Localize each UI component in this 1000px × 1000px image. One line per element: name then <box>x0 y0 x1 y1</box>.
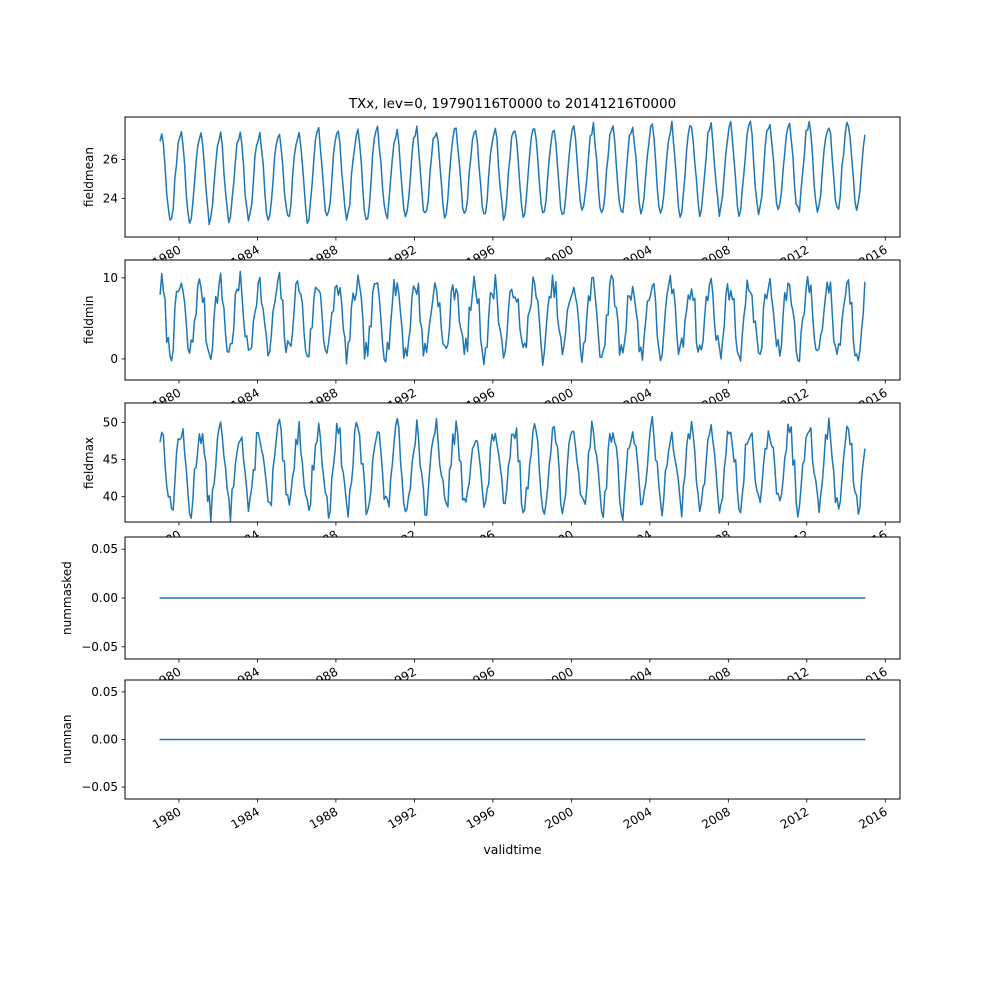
y-tick-label: 0.00 <box>91 733 118 747</box>
y-tick-label: 0.05 <box>91 542 118 556</box>
x-tick-label: 2004 <box>621 804 654 831</box>
y-tick-label: 50 <box>103 415 118 429</box>
y-tick-label: 26 <box>103 153 118 167</box>
axes-frame <box>124 259 901 381</box>
x-tick-label: 2000 <box>542 804 575 831</box>
y-tick-label: 0.00 <box>91 591 118 605</box>
axes-frame <box>124 402 901 523</box>
axes-frame <box>124 536 901 660</box>
axes-background <box>125 403 900 522</box>
y-tick-label: −0.05 <box>81 780 118 794</box>
subplot-numnan: numnan −0.05 0.00 0.05 1980 1984 1988 1992 1996… <box>60 679 901 832</box>
x-tick-label: 1992 <box>385 804 418 831</box>
y-tick-label: 45 <box>103 453 118 467</box>
x-tick-label: 1988 <box>307 804 340 831</box>
x-tick-label: 2016 <box>856 804 889 831</box>
x-tick-label: 1984 <box>228 804 261 831</box>
y-axis-label-fieldmin: fieldmin <box>82 295 96 345</box>
subplot-fieldmin: fieldmin 0 10 1980 1984 1988 1992 1996 2000 2004… <box>82 259 901 413</box>
y-axis-label-numnan: numnan <box>60 714 74 765</box>
y-tick-label: 40 <box>103 490 118 504</box>
axes-frame <box>124 679 901 800</box>
y-tick-label: 0.05 <box>91 685 118 699</box>
chart-title: TXx, lev=0, 19790116T0000 to 20141216T00… <box>348 96 677 112</box>
subplot-fieldmean: fieldmean 24 26 1980 1984 1988 1992 1996 2000 20… <box>82 116 901 270</box>
y-axis-label-nummasked: nummasked <box>60 561 74 635</box>
x-axis-label: validtime <box>483 842 542 857</box>
axes-numnan: −0.05 0.00 0.05 1980 1984 1988 1992 1996 2000 200… <box>81 679 901 832</box>
x-tick-label: 2008 <box>699 804 732 831</box>
y-tick-label: 24 <box>103 191 118 205</box>
subplot-nummasked: nummasked −0.05 0.00 0.05 1980 1984 1988 1992 1… <box>60 536 901 692</box>
x-tick-label: 1980 <box>150 804 183 831</box>
subplot-fieldmax: fieldmax 4045501980198419881992199620002… <box>82 402 901 555</box>
y-axis-label-fieldmax: fieldmax <box>82 436 96 489</box>
plot-line-fieldmean <box>159 120 866 226</box>
axes-fieldmax: 4045501980198419881992199620002004200820… <box>103 402 901 555</box>
y-tick-label: −0.05 <box>81 640 118 654</box>
y-axis-label-fieldmean: fieldmean <box>82 147 96 207</box>
plot-line-fieldmin <box>159 270 866 367</box>
plot-line-fieldmax <box>159 415 866 522</box>
axes-frame <box>124 116 901 238</box>
x-tick-label: 2012 <box>778 804 811 831</box>
y-tick-label: 0 <box>110 352 118 366</box>
y-tick-label: 10 <box>103 271 118 285</box>
x-tick-label: 1996 <box>464 804 497 831</box>
